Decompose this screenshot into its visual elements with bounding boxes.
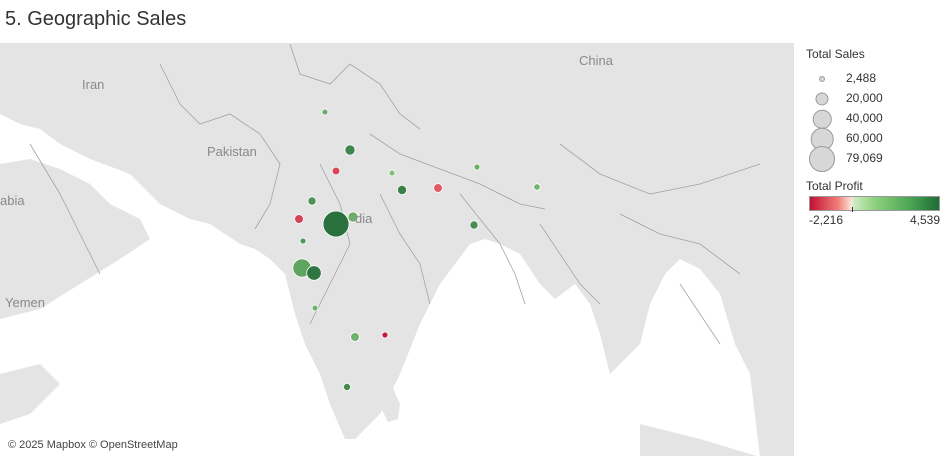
sales-point[interactable] (533, 183, 541, 191)
sales-point[interactable] (299, 237, 307, 245)
size-legend-row: 40,000 (806, 109, 945, 129)
sales-point[interactable] (331, 166, 341, 176)
color-scale-labels: -2,216 4,539 (806, 213, 945, 229)
size-legend-swatch (819, 76, 825, 82)
sales-point[interactable] (307, 196, 317, 206)
color-min-label: -2,216 (809, 213, 844, 227)
size-legend-row: 2,488 (806, 69, 945, 89)
sales-point[interactable] (347, 211, 359, 223)
map-attribution[interactable]: © 2025 Mapbox © OpenStreetMap (8, 439, 178, 451)
size-legend-label: 60,000 (846, 131, 883, 145)
sales-point[interactable] (388, 169, 396, 177)
size-legend: Total Sales 2,488 20,000 40,000 60,000 79,06… (806, 47, 945, 174)
color-legend-title: Total Profit (806, 179, 863, 193)
border-line (159, 63, 281, 230)
sales-point[interactable] (344, 144, 356, 156)
border-line (29, 143, 101, 275)
label-yemen: Yemen (5, 295, 45, 310)
sales-point[interactable] (433, 183, 443, 193)
sales-point[interactable] (350, 332, 360, 342)
size-legend-label: 20,000 (846, 91, 883, 105)
label-arabia: abia (0, 193, 25, 208)
label-pakistan: Pakistan (207, 144, 257, 159)
sales-point[interactable] (311, 304, 319, 312)
size-legend-items: 2,488 20,000 40,000 60,000 79,069 (806, 64, 945, 174)
size-legend-row: 60,000 (806, 127, 945, 151)
page-title: 5. Geographic Sales (5, 8, 187, 30)
map-canvas[interactable] (0, 44, 794, 456)
sales-point[interactable] (342, 382, 351, 391)
sales-point[interactable] (306, 265, 322, 281)
border-line (679, 283, 721, 345)
border-line (539, 223, 601, 305)
border-line (379, 193, 431, 305)
size-legend-swatch (812, 109, 832, 129)
land-africa-horn (0, 364, 60, 424)
border-line (559, 143, 761, 195)
size-legend-row: 79,069 (806, 146, 945, 172)
border-line (309, 163, 351, 325)
label-iran: Iran (82, 77, 105, 92)
border-line (369, 133, 546, 210)
border-line (619, 213, 741, 275)
size-legend-swatch (809, 146, 835, 172)
label-india: dia (355, 211, 373, 226)
border-layer (29, 44, 761, 345)
color-legend: Total Profit -2,216 4,539 (806, 179, 945, 229)
sales-point[interactable] (381, 331, 389, 339)
color-scale-zero-tick (852, 207, 854, 212)
size-legend-label: 2,488 (846, 71, 877, 85)
border-line (459, 193, 526, 305)
border-line (289, 44, 421, 130)
size-legend-swatch (815, 92, 829, 106)
sales-point[interactable] (396, 184, 407, 195)
size-legend-label: 79,069 (846, 151, 883, 165)
land-layer (0, 44, 794, 456)
land-sumatra (640, 424, 757, 456)
sales-point[interactable] (473, 163, 481, 171)
sales-point[interactable] (322, 210, 350, 238)
size-legend-label: 40,000 (846, 111, 883, 125)
label-china: China (579, 53, 613, 68)
land-arabia (0, 159, 150, 319)
land-srilanka (380, 386, 400, 422)
points-layer[interactable] (292, 108, 541, 391)
map-view[interactable]: Iran Pakistan China abia Yemen dia © 202… (0, 43, 794, 456)
color-scale-bar (809, 196, 940, 212)
land-asia (0, 44, 794, 456)
sales-point[interactable] (294, 214, 304, 224)
color-max-label: 4,539 (909, 213, 940, 227)
size-legend-title: Total Sales (806, 47, 865, 61)
sales-point[interactable] (321, 108, 329, 116)
size-legend-row: 20,000 (806, 89, 945, 109)
sales-point[interactable] (469, 220, 479, 230)
